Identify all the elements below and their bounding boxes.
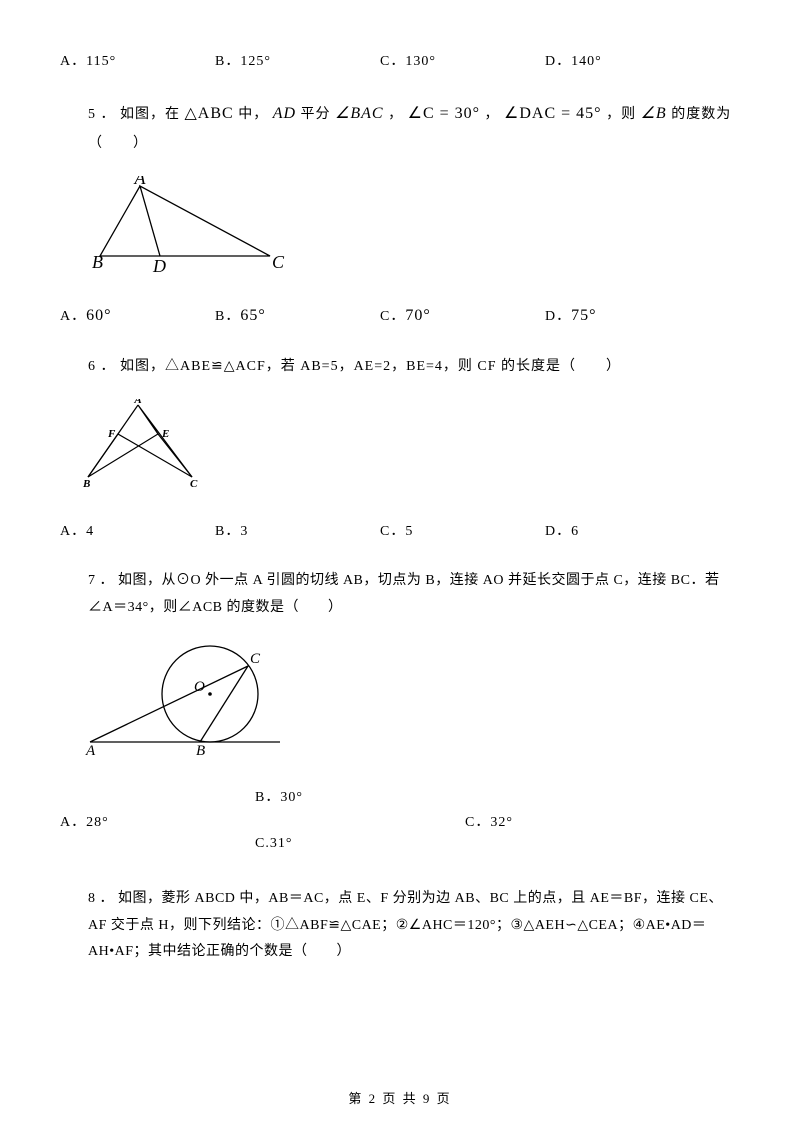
- q5-opt-a: A．60°: [60, 305, 215, 325]
- q7-opt-b: B．30°: [255, 786, 303, 806]
- q7-options: A．28° B．30° C．32° C.31°: [60, 786, 740, 866]
- q5-label-d: D: [152, 256, 166, 276]
- q6-lc: C: [190, 478, 198, 490]
- q6-opt-c: C．5: [380, 520, 545, 540]
- q7-la: A: [85, 743, 96, 757]
- q5-number: 5 ．: [88, 107, 116, 122]
- q7-opt-c-right: C．32°: [465, 811, 513, 831]
- q7-svg: A B C O: [80, 639, 300, 757]
- q5-label-c: C: [272, 252, 285, 272]
- q5-opt-d-val: 75°: [571, 307, 596, 324]
- q6-opt-d: D．6: [545, 520, 579, 540]
- q6-bf: [88, 434, 118, 477]
- q5-label-b: B: [92, 252, 103, 272]
- q5-opt-a-lbl: A．: [60, 309, 86, 324]
- q5-condc: ∠C = 30°: [408, 105, 480, 122]
- q4-opt-c: C．130°: [380, 50, 545, 70]
- q5-post1: ，则: [606, 107, 636, 122]
- q5-opt-d-lbl: D．: [545, 309, 571, 324]
- q6-figure: A B C E F: [80, 399, 740, 496]
- q6-le: E: [161, 428, 169, 440]
- q6-ce: [158, 434, 192, 477]
- page-container: A．115° B．125° C．130° D．140° 5 ． 如图，在 △AB…: [0, 0, 800, 1132]
- q6-options: A．4 B．3 C．5 D．6: [60, 520, 740, 540]
- q4-opt-d: D．140°: [545, 50, 602, 70]
- q5-opt-b: B．65°: [215, 305, 380, 325]
- q5-svg: A B D C: [80, 176, 300, 276]
- q7-lc: C: [250, 651, 261, 667]
- q5-options: A．60° B．65° C．70° D．75°: [60, 305, 740, 325]
- q6-lf: F: [107, 428, 116, 440]
- q5-pre: 如图，在: [120, 107, 180, 122]
- q5-figure: A B D C: [80, 176, 740, 281]
- q8-body: 如图，菱形 ABCD 中，AB＝AC，点 E、F 分别为边 AB、BC 上的点，…: [88, 891, 723, 959]
- q5-text: 5 ． 如图，在 △ABC 中， AD 平分 ∠BAC ， ∠C = 30° ，…: [88, 98, 740, 158]
- q5-opt-a-val: 60°: [86, 307, 111, 324]
- q5-ad: AD: [273, 105, 296, 122]
- q5-opt-b-val: 65°: [240, 307, 265, 324]
- q5-conddac: ∠DAC = 45°: [504, 105, 602, 122]
- q6-opt-b: B．3: [215, 520, 380, 540]
- q7-lo: O: [194, 679, 205, 695]
- q8-number: 8 ．: [88, 891, 118, 906]
- q4-opt-b: B．125°: [215, 50, 380, 70]
- q5-opt-c-val: 70°: [405, 307, 430, 324]
- q5-opt-c: C．70°: [380, 305, 545, 325]
- q6-text: 6 ． 如图，△ABE≌△ACF，若 AB=5，AE=2，BE=4，则 CF 的…: [88, 353, 740, 381]
- q5-opt-c-lbl: C．: [380, 309, 405, 324]
- q6-la: A: [133, 399, 141, 406]
- q7-center-dot: [208, 692, 212, 696]
- q8-text: 8 ． 如图，菱形 ABCD 中，AB＝AC，点 E、F 分别为边 AB、BC …: [88, 886, 740, 966]
- q7-lb: B: [196, 743, 205, 757]
- q5-angbac: ∠BAC: [335, 105, 384, 122]
- q5-mid2: 平分: [301, 107, 331, 122]
- q5-c1: ，: [388, 107, 403, 122]
- q6-lb: B: [82, 478, 90, 490]
- q7-number: 7 ．: [88, 573, 114, 588]
- q6-svg: A B C E F: [80, 399, 210, 491]
- page-footer: 第 2 页 共 9 页: [0, 1088, 800, 1107]
- q5-c2: ，: [485, 107, 500, 122]
- q7-body: 如图，从⊙O 外一点 A 引圆的切线 AB，切点为 B，连接 AO 并延长交圆于…: [88, 573, 719, 615]
- q7-figure: A B C O: [80, 639, 740, 762]
- q5-opt-d: D．75°: [545, 305, 597, 325]
- q5-angb: ∠B: [641, 105, 667, 122]
- q6-number: 6 ．: [88, 359, 116, 374]
- q7-text: 7 ． 如图，从⊙O 外一点 A 引圆的切线 AB，切点为 B，连接 AO 并延…: [88, 568, 740, 621]
- q6-shape: [88, 405, 192, 477]
- q5-triangle-shape: [100, 186, 270, 256]
- q4-options: A．115° B．125° C．130° D．140°: [60, 50, 740, 70]
- q5-opt-b-lbl: B．: [215, 309, 240, 324]
- q5-mid1: 中，: [238, 107, 268, 122]
- q6-opt-a: A．4: [60, 520, 215, 540]
- q5-tri: △ABC: [185, 105, 234, 122]
- q7-opt-c-bottom: C.31°: [255, 836, 292, 852]
- q6-body: 如图，△ABE≌△ACF，若 AB=5，AE=2，BE=4，则 CF 的长度是（…: [120, 359, 621, 374]
- q5-label-a: A: [134, 176, 147, 188]
- q4-opt-a: A．115°: [60, 50, 215, 70]
- q7-opt-a: A．28°: [60, 811, 109, 831]
